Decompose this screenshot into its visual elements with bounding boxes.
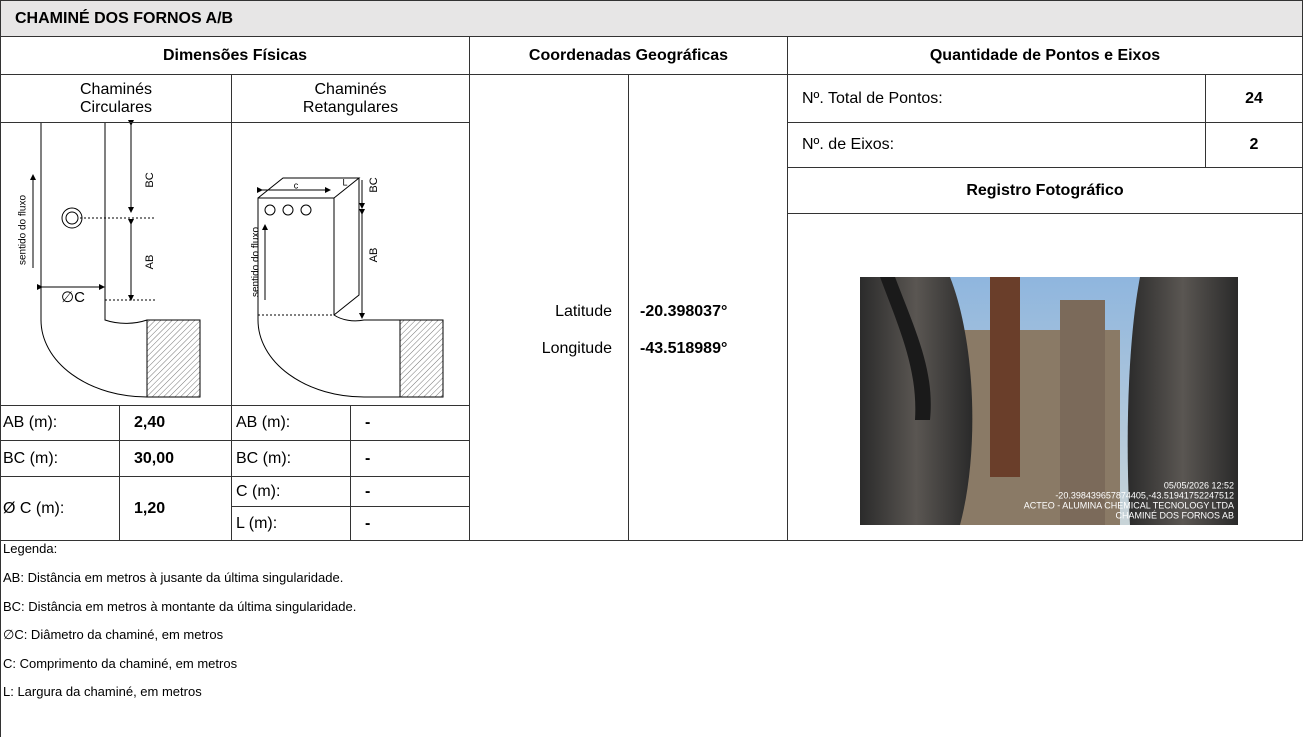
diagram-label: sentido do fluxo [18,195,29,265]
cell-text: - [365,514,371,532]
value: 30,00 [119,440,232,477]
diagram-label: c [294,180,299,190]
value: - [350,405,470,441]
cell-text: - [365,414,371,432]
label: Ø C (m): [0,476,120,541]
cell-text: Dimensões Físicas [162,46,308,64]
cell-text: Chaminés Circulares [79,80,153,116]
legend-item: C: Comprimento da chaminé, em metros [3,655,238,671]
subheader: Chaminés Circulares [0,74,232,123]
subheader: Chaminés Retangulares [231,74,470,123]
value: - [350,476,470,507]
coord-label: Latitude [555,303,612,320]
label: L (m): [231,506,351,541]
diagram-label: ACTEO - ALUMINA CHEMICAL TECNOLOGY LTDA [1024,500,1234,510]
cell-text: Nº. Total de Pontos: [802,89,943,107]
diagram-label: AB [368,248,380,263]
diagram-label: ∅C [61,289,85,306]
coord-value: -20.398037° [640,303,728,320]
header: Coordenadas Geográficas [469,36,788,75]
title: CHAMINÉ DOS FORNOS A/B [0,0,1303,37]
header: Registro Fotográfico [787,167,1303,214]
diagram-label: L [342,177,347,187]
diagram-label: AB [144,255,156,270]
photo-cell [787,213,1303,541]
diagram-cell [0,122,232,406]
photo [860,277,1238,525]
diagram-label: CHAMINÉ DOS FORNOS AB [1115,510,1234,520]
value: 2,40 [119,405,232,441]
diagram-label: BC [368,177,380,192]
cell-text: Ø C (m): [3,499,65,517]
cell-text: AB (m): [236,414,291,432]
label: Nº. de Eixos: [787,122,1206,168]
cell-text: Chaminés Retangulares [302,80,399,116]
cell-text: Nº. de Eixos: [802,136,895,154]
legend-item: AB: Distância em metros à jusante da últ… [3,570,344,585]
label: AB (m): [231,405,351,441]
cell-text: - [365,449,371,467]
rectangular-diagram [257,177,444,398]
cell-text: Coordenadas Geográficas [528,46,729,64]
value: 2 [1205,122,1303,168]
cell-text: L (m): [236,514,278,532]
legend-item: BC: Distância em metros à montante da úl… [3,598,357,614]
cell-text: BC (m): [3,449,59,467]
diagram-cell [231,122,470,406]
label: BC (m): [231,440,351,477]
cell-text: C (m): [236,482,281,500]
header: Dimensões Físicas [0,36,470,75]
header: Quantidade de Pontos e Eixos [787,36,1303,75]
circular-diagram [30,120,201,398]
diagram-label: sentido do fluxo [251,227,262,297]
value: - [350,506,470,541]
value: - [350,440,470,477]
legend-item: ∅C: Diâmetro da chaminé, em metros [3,627,224,643]
cell-text: 2 [1249,136,1259,154]
cell-text: 1,20 [134,499,166,517]
legend-item: L: Largura da chaminé, em metros [3,684,202,700]
label: C (m): [231,476,351,507]
cell-text: BC (m): [236,449,292,467]
cell-text: 2,40 [134,414,166,432]
cell-text: - [365,482,371,500]
cell-text: 30,00 [134,449,175,467]
value: 1,20 [119,476,232,541]
legend-border [0,540,1,737]
cell-text: CHAMINÉ DOS FORNOS A/B [15,9,234,27]
coord-value: -43.518989° [640,340,728,357]
diagram-label: 05/05/2026 12:52 [1164,480,1234,490]
label: AB (m): [0,405,120,441]
cell-text: 24 [1245,89,1263,107]
coord-label: Longitude [541,340,612,357]
legend-title: Legenda: [3,541,58,556]
cell-text: AB (m): [3,414,58,432]
diagram-label: BC [144,172,156,187]
label: Nº. Total de Pontos: [787,74,1206,123]
diagram-label: -20.398439657874405,-43.51941752247512 [1055,490,1234,500]
cell-text: Quantidade de Pontos e Eixos [929,46,1161,64]
label: BC (m): [0,440,120,477]
value: 24 [1205,74,1303,123]
cell-text: Registro Fotográfico [966,181,1124,199]
